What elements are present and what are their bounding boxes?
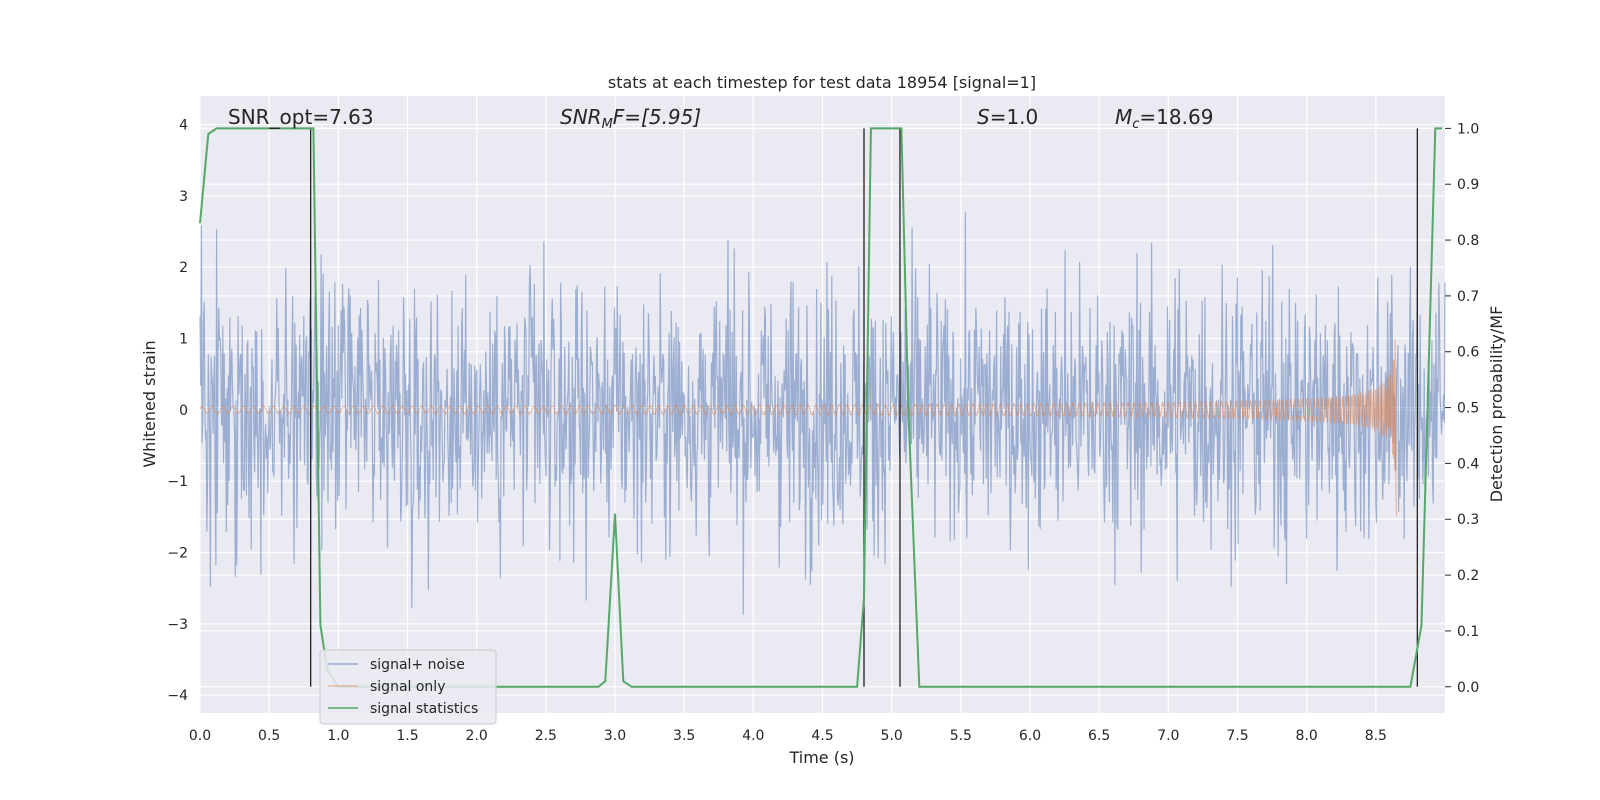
- x-tick-label: 5.0: [881, 728, 903, 744]
- y2-tick-label: 0.6: [1457, 345, 1479, 361]
- signal-plus-noise-series: [199, 212, 1446, 615]
- y-tick-label: −2: [167, 546, 188, 562]
- y-tick-label: 4: [179, 118, 188, 134]
- annotation-snr-mf-main: SNR: [560, 105, 602, 129]
- annotation-mc-rest: =18.69: [1139, 105, 1213, 129]
- y-tick-label: 3: [179, 189, 188, 205]
- annotation-s-main: S: [977, 105, 990, 129]
- signal-only-line: [199, 339, 1398, 517]
- legend: signal+ noise signal only signal statist…: [319, 649, 497, 725]
- annotation-s-rest: =1.0: [990, 105, 1039, 129]
- y2-tick-label: 1.0: [1457, 121, 1479, 137]
- y2-axis-label: Detection probability/MF: [1487, 306, 1506, 503]
- signal-statistics-series: [199, 127, 1443, 688]
- y2-tick-label: 0.4: [1457, 456, 1479, 472]
- y2-tick-label: 0.1: [1457, 624, 1479, 640]
- x-tick-label: 2.0: [466, 728, 488, 744]
- annotation-s: S=1.0: [977, 105, 1038, 129]
- y-tick-label: −3: [167, 617, 188, 633]
- x-tick-label: 1.5: [396, 728, 418, 744]
- x-axis-ticks: 0.0 0.5 1.0 1.5 2.0 2.5 3.0 3.5 4.0 4.5 5.0 5.5 6.0 6…: [189, 728, 1387, 744]
- x-tick-label: 3.5: [673, 728, 695, 744]
- x-tick-label: 1.0: [327, 728, 349, 744]
- y-tick-label: 1: [179, 332, 188, 348]
- y2-tick-label: 0.9: [1457, 177, 1479, 193]
- chart-title: stats at each timestep for test data 189…: [608, 73, 1036, 92]
- annotation-mc: Mc=18.69: [1115, 105, 1213, 132]
- y2-tick-label: 0.0: [1457, 680, 1479, 696]
- y-tick-label: −1: [167, 474, 188, 490]
- x-tick-label: 7.0: [1157, 728, 1179, 744]
- x-tick-label: 6.5: [1088, 728, 1110, 744]
- y-tick-label: 2: [179, 260, 188, 276]
- legend-box: [319, 649, 497, 725]
- annotation-snr-mf-sub: M: [602, 117, 613, 132]
- annotation-mc-sub: c: [1132, 117, 1139, 132]
- x-tick-label: 4.0: [742, 728, 764, 744]
- legend-label-signal-statistics: signal statistics: [370, 701, 478, 717]
- annotation-mc-main: M: [1115, 105, 1132, 129]
- y2-tick-label: 0.2: [1457, 568, 1479, 584]
- x-tick-label: 0.0: [189, 728, 211, 744]
- y-axis-label: Whitened strain: [140, 340, 159, 467]
- annotation-snr-mf-rest-f: F=[5.95]: [613, 105, 701, 129]
- y2-tick-label: 0.7: [1457, 289, 1479, 305]
- y2-tick-label: 0.3: [1457, 512, 1479, 528]
- y-axis-ticks: −4 −3 −2 −1 0 1 2 3 4: [167, 118, 188, 705]
- legend-label-signal-plus-noise: signal+ noise: [370, 657, 465, 673]
- x-tick-label: 5.5: [950, 728, 972, 744]
- x-tick-label: 6.0: [1019, 728, 1041, 744]
- signal-plus-noise-line: [199, 212, 1446, 615]
- x-axis-label: Time (s): [788, 748, 854, 767]
- y2-tick-label: 0.8: [1457, 233, 1479, 249]
- x-tick-label: 8.0: [1296, 728, 1318, 744]
- legend-label-signal-only: signal only: [370, 679, 445, 695]
- y-tick-label: 0: [179, 403, 188, 419]
- y-tick-label: −4: [167, 688, 188, 704]
- signal-statistics-line: [199, 127, 1443, 688]
- x-tick-label: 3.0: [604, 728, 626, 744]
- y2-axis-ticks: 0.0 0.1 0.2 0.3 0.4 0.5 0.6 0.7 0.8 0.9 1.0: [1445, 121, 1479, 696]
- x-tick-label: 4.5: [811, 728, 833, 744]
- y2-tick-label: 0.5: [1457, 401, 1479, 417]
- x-tick-label: 2.5: [535, 728, 557, 744]
- annotation-snr-mf: SNRMF=[5.95]: [560, 105, 701, 132]
- annotation-snr-opt: SNR_opt=7.63: [228, 105, 374, 129]
- x-tick-label: 7.5: [1226, 728, 1248, 744]
- x-tick-label: 0.5: [258, 728, 280, 744]
- x-tick-label: 8.5: [1365, 728, 1387, 744]
- signal-only-series: [199, 339, 1398, 517]
